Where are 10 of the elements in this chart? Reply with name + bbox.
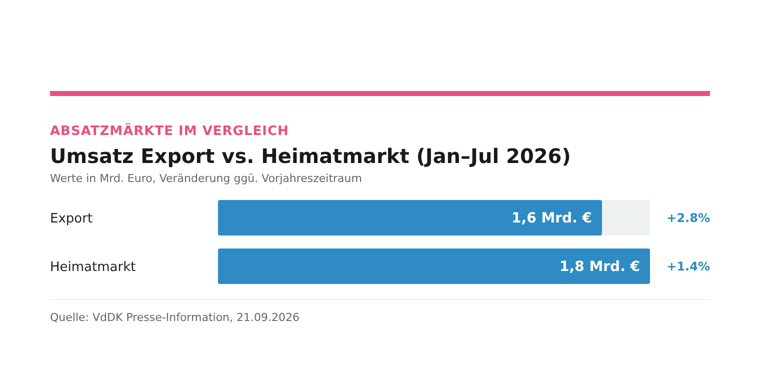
text: +2.8% — [666, 210, 710, 225]
source-note: Quelle: VdDK Presse-Information, 21.09.2026 — [50, 311, 300, 324]
chart-subtitle: Werte in Mrd. Euro, Veränderung ggü. Vorjahreszeitraum — [50, 172, 362, 185]
data-label: 1,8 Mrd. € — [560, 259, 640, 276]
chart-title: Umsatz Export vs. Heimatmarkt (Jan–Jul 2026) — [50, 144, 571, 168]
y-tick-label: Export — [50, 211, 93, 226]
text: +1.4% — [666, 259, 710, 274]
data-label: 1,6 Mrd. € — [512, 210, 592, 227]
text: ABSATZMÄRKTE IM VERGLEICH — [50, 122, 289, 139]
y-tick-label: Heimatmarkt — [50, 260, 136, 275]
